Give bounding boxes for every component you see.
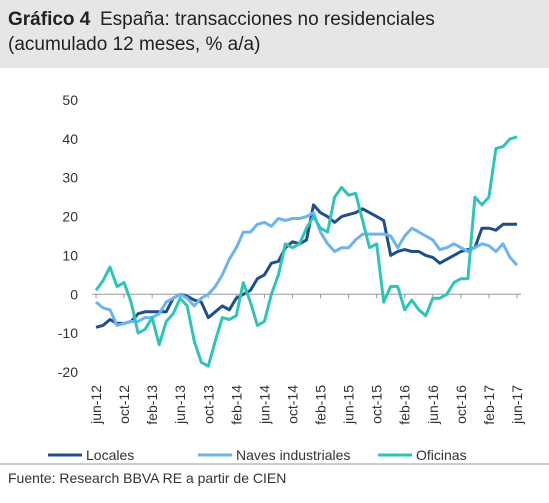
x-tick-label: oct-15: [369, 385, 385, 424]
x-tick-label: feb-17: [481, 385, 497, 425]
x-tick-label: jun-17: [509, 385, 525, 425]
x-tick-label: oct-13: [200, 385, 216, 424]
series-line: [94, 135, 518, 368]
y-tick-label: 50: [62, 92, 78, 108]
y-tick-label: -20: [58, 364, 78, 380]
x-tick-label: jun-13: [172, 385, 188, 425]
x-tick-label: jun-16: [425, 385, 441, 425]
chart-subtitle: (acumulado 12 meses, % a/a): [8, 34, 260, 55]
x-tick-label: jun-15: [341, 385, 357, 425]
x-tick-label: jun-12: [88, 385, 104, 425]
source: Fuente: Research BBVA RE a partir de CIE…: [8, 470, 286, 486]
legend-label: Oficinas: [416, 447, 467, 463]
legend-label: Naves industriales: [236, 447, 350, 463]
y-tick-label: 0: [70, 286, 78, 302]
x-tick-label: oct-14: [284, 385, 300, 424]
x-tick-label: feb-15: [313, 385, 329, 425]
series-line: [95, 211, 519, 327]
x-tick-label: oct-12: [116, 385, 132, 424]
y-tick-label: -10: [58, 325, 78, 341]
chart-title: España: transacciones no residenciales: [100, 9, 435, 30]
header-bg: [0, 0, 549, 68]
y-tick-label: 40: [62, 131, 78, 147]
x-tick-label: feb-16: [397, 385, 413, 425]
x-tick-label: feb-14: [228, 385, 244, 425]
y-tick-label: 30: [62, 170, 78, 186]
y-tick-label: 10: [62, 247, 78, 263]
x-tick-label: oct-16: [453, 385, 469, 424]
y-tick-label: 20: [62, 209, 78, 225]
chart-title-label: Gráfico 4: [8, 9, 91, 30]
series-line: [95, 203, 517, 329]
x-tick-label: feb-13: [144, 385, 160, 425]
legend-label: Locales: [86, 447, 134, 463]
x-tick-label: jun-14: [256, 385, 272, 425]
